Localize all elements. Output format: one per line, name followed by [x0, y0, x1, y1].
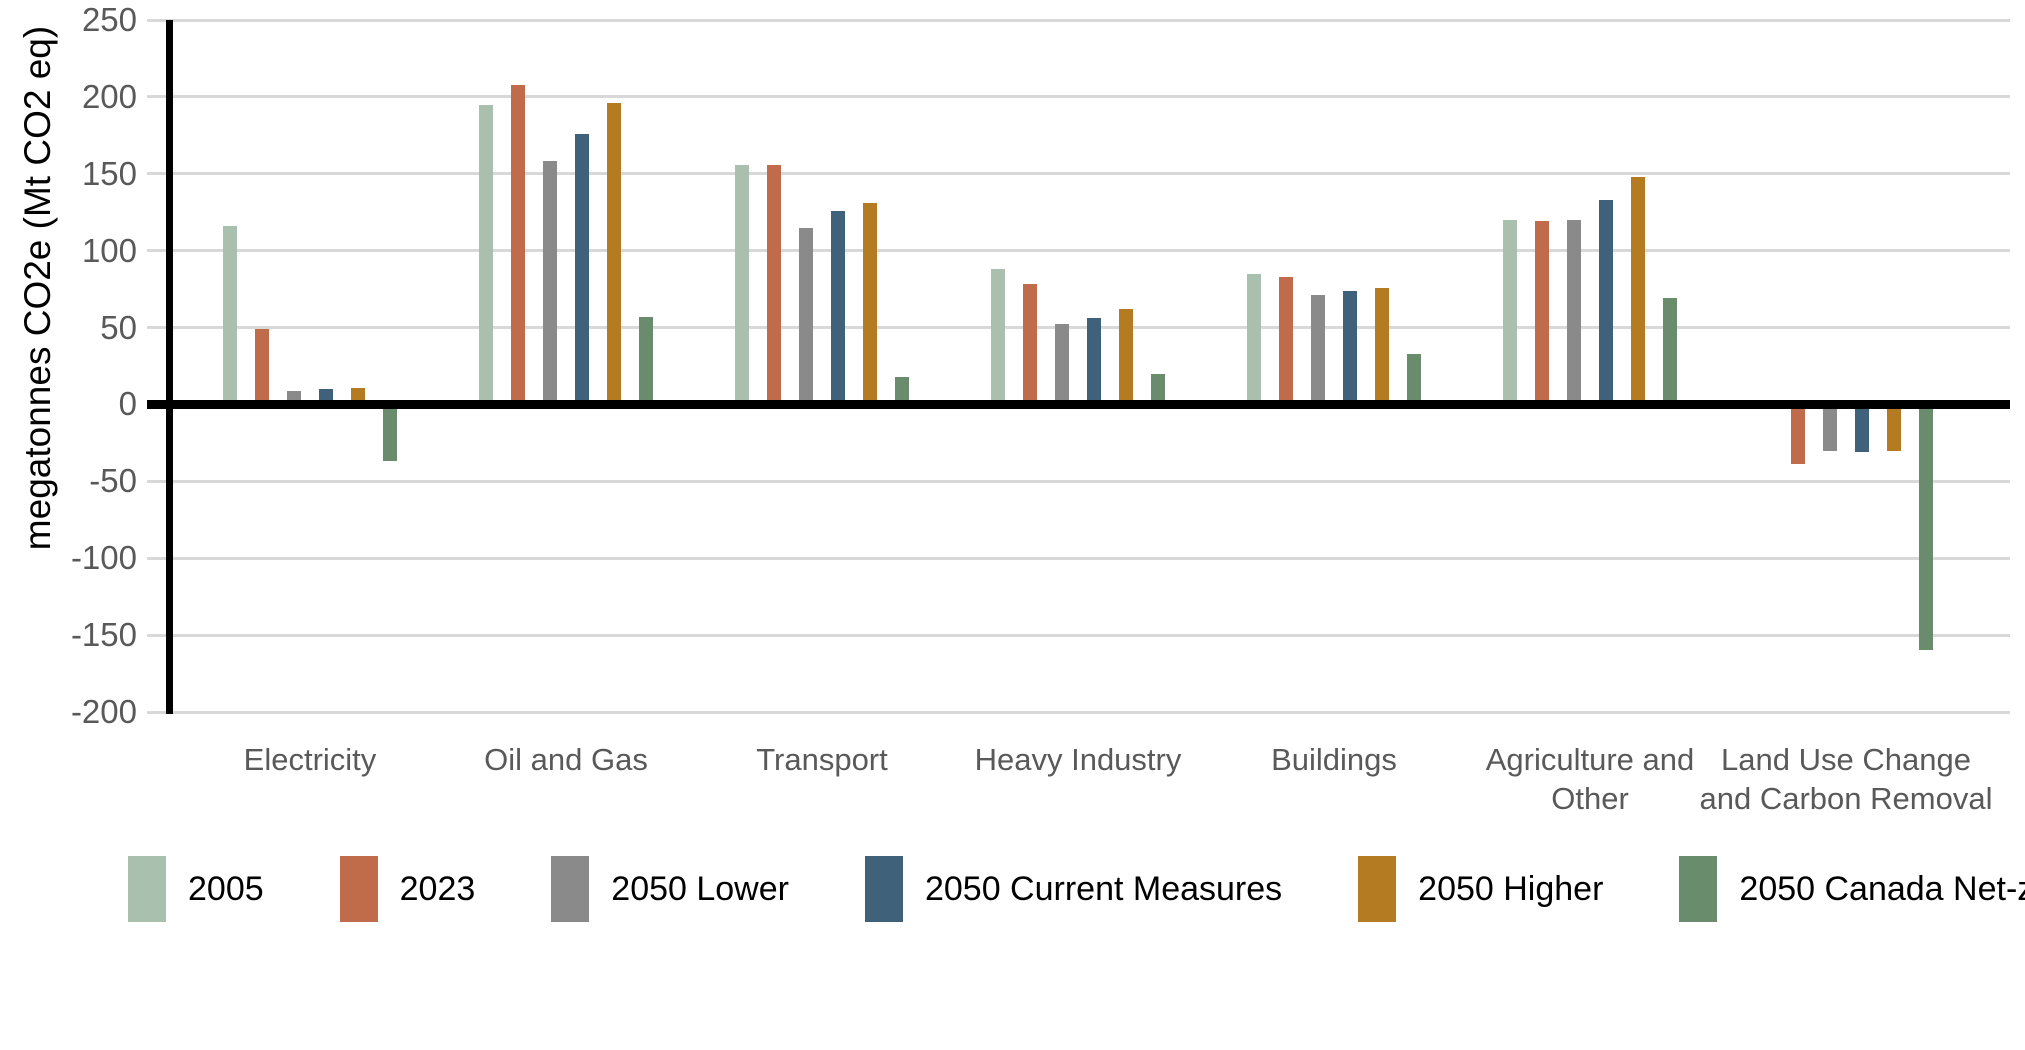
- bar-2050-canada-net-zero-cat2: [895, 376, 909, 405]
- bar-2023-cat6: [1791, 404, 1805, 465]
- y-axis-line: [166, 20, 173, 714]
- bar-2050-current-measures-cat3: [1087, 318, 1101, 405]
- y-tick-label: 250: [81, 1, 137, 38]
- legend: 2005 2023 2050 Lower 2050 Current Measures 2…: [128, 856, 2025, 922]
- bar-2023-cat3: [1023, 284, 1037, 405]
- y-tick-label: 50: [100, 308, 137, 346]
- bar-2050-canada-net-zero-cat3: [1151, 373, 1165, 405]
- x-category-label: Heavy Industry: [974, 742, 1182, 777]
- bar-2005-cat3: [991, 269, 1005, 405]
- gridline: [147, 172, 2010, 176]
- legend-item-2050-canada-net-zero: 2050 Canada Net-zero: [1679, 856, 2025, 922]
- bar-2050-higher-cat3: [1119, 309, 1133, 405]
- plot-area: [147, 18, 2010, 714]
- bar-2023-cat4: [1279, 276, 1293, 405]
- y-tick-label: 200: [81, 77, 137, 115]
- legend-swatch-2050-lower: [551, 856, 590, 922]
- bar-2050-lower-cat2: [799, 227, 813, 405]
- bar-2050-higher-cat2: [863, 202, 877, 405]
- legend-swatch-2050-higher: [1358, 856, 1397, 922]
- gridline: [147, 249, 2010, 253]
- legend-label-2050-canada-net-zero: 2050 Canada Net-zero: [1739, 869, 2025, 908]
- bar-2023-cat0: [255, 329, 269, 405]
- gridline: [147, 633, 2010, 637]
- legend-item-2023: 2023: [339, 856, 476, 922]
- bar-2050-canada-net-zero-cat5: [1663, 298, 1677, 405]
- legend-label-2050-higher: 2050 Higher: [1418, 869, 1604, 908]
- legend-item-2050-current-measures: 2050 Current Measures: [864, 856, 1283, 922]
- legend-label-2050-current-measures: 2050 Current Measures: [924, 869, 1283, 908]
- zero-axis-line: [147, 399, 2010, 409]
- x-category-label: Land Use Change and Carbon Removal: [1699, 742, 1993, 816]
- legend-label-2023: 2023: [399, 869, 476, 908]
- y-tick-label: 0: [118, 385, 137, 423]
- y-tick-labels: 250 200 150 100 50 0 -50 -100 -150 -200: [0, 0, 140, 760]
- gridline: [147, 479, 2010, 483]
- legend-swatch-2050-canada-net-zero: [1679, 856, 1718, 922]
- bar-2050-lower-cat4: [1311, 295, 1325, 405]
- legend-swatch-2050-current-measures: [864, 856, 903, 922]
- y-tick-label: 150: [81, 154, 137, 192]
- x-category-label: Electricity: [243, 742, 377, 777]
- bar-2050-current-measures-cat4: [1343, 290, 1357, 405]
- bar-2050-higher-cat5: [1631, 176, 1645, 405]
- x-category-label: Transport: [756, 742, 888, 777]
- y-tick-label: -200: [70, 693, 137, 730]
- legend-item-2050-higher: 2050 Higher: [1358, 856, 1603, 922]
- y-tick-label: 100: [81, 231, 137, 269]
- gridline: [147, 326, 2010, 330]
- bar-2050-canada-net-zero-cat4: [1407, 353, 1421, 405]
- bar-2050-current-measures-cat6: [1855, 404, 1869, 453]
- bar-2023-cat2: [767, 164, 781, 405]
- legend-item-2005: 2005: [128, 856, 264, 922]
- bar-2050-canada-net-zero-cat0: [383, 404, 397, 462]
- gridline: [147, 95, 2010, 99]
- bar-2023-cat5: [1535, 221, 1549, 405]
- y-tick-label: -150: [70, 616, 137, 654]
- bar-2050-higher-cat1: [607, 103, 621, 405]
- bar-2050-canada-net-zero-cat6: [1919, 404, 1933, 651]
- x-category-label: Oil and Gas: [484, 742, 648, 777]
- bar-2050-lower-cat5: [1567, 219, 1581, 405]
- y-tick-label: -100: [70, 539, 137, 577]
- x-category-label: Agriculture and Other: [1485, 742, 1695, 816]
- bar-2050-current-measures-cat5: [1599, 199, 1613, 405]
- bar-2005-cat0: [223, 226, 237, 405]
- legend-swatch-2023: [339, 856, 378, 922]
- bar-2005-cat4: [1247, 273, 1261, 405]
- bar-2050-lower-cat6: [1823, 404, 1837, 451]
- gridline: [147, 710, 2010, 714]
- legend-item-2050-lower: 2050 Lower: [551, 856, 789, 922]
- bar-2050-higher-cat4: [1375, 287, 1389, 405]
- bar-2050-lower-cat3: [1055, 324, 1069, 405]
- bar-2050-higher-cat6: [1887, 404, 1901, 451]
- gridline: [147, 556, 2010, 560]
- bar-2050-canada-net-zero-cat1: [639, 316, 653, 405]
- bar-2050-current-measures-cat2: [831, 210, 845, 405]
- bar-2005-cat2: [735, 164, 749, 405]
- x-category-label: Buildings: [1271, 742, 1397, 777]
- legend-label-2005: 2005: [188, 869, 264, 908]
- bar-2005-cat5: [1503, 219, 1517, 405]
- bar-2050-current-measures-cat1: [575, 133, 589, 405]
- bar-2023-cat1: [511, 84, 525, 405]
- bar-2005-cat1: [479, 104, 493, 405]
- legend-label-2050-lower: 2050 Lower: [611, 869, 789, 908]
- gridline: [147, 18, 2010, 22]
- bar-2050-lower-cat1: [543, 161, 557, 405]
- y-tick-label: -50: [89, 462, 137, 500]
- legend-swatch-2005: [128, 856, 166, 922]
